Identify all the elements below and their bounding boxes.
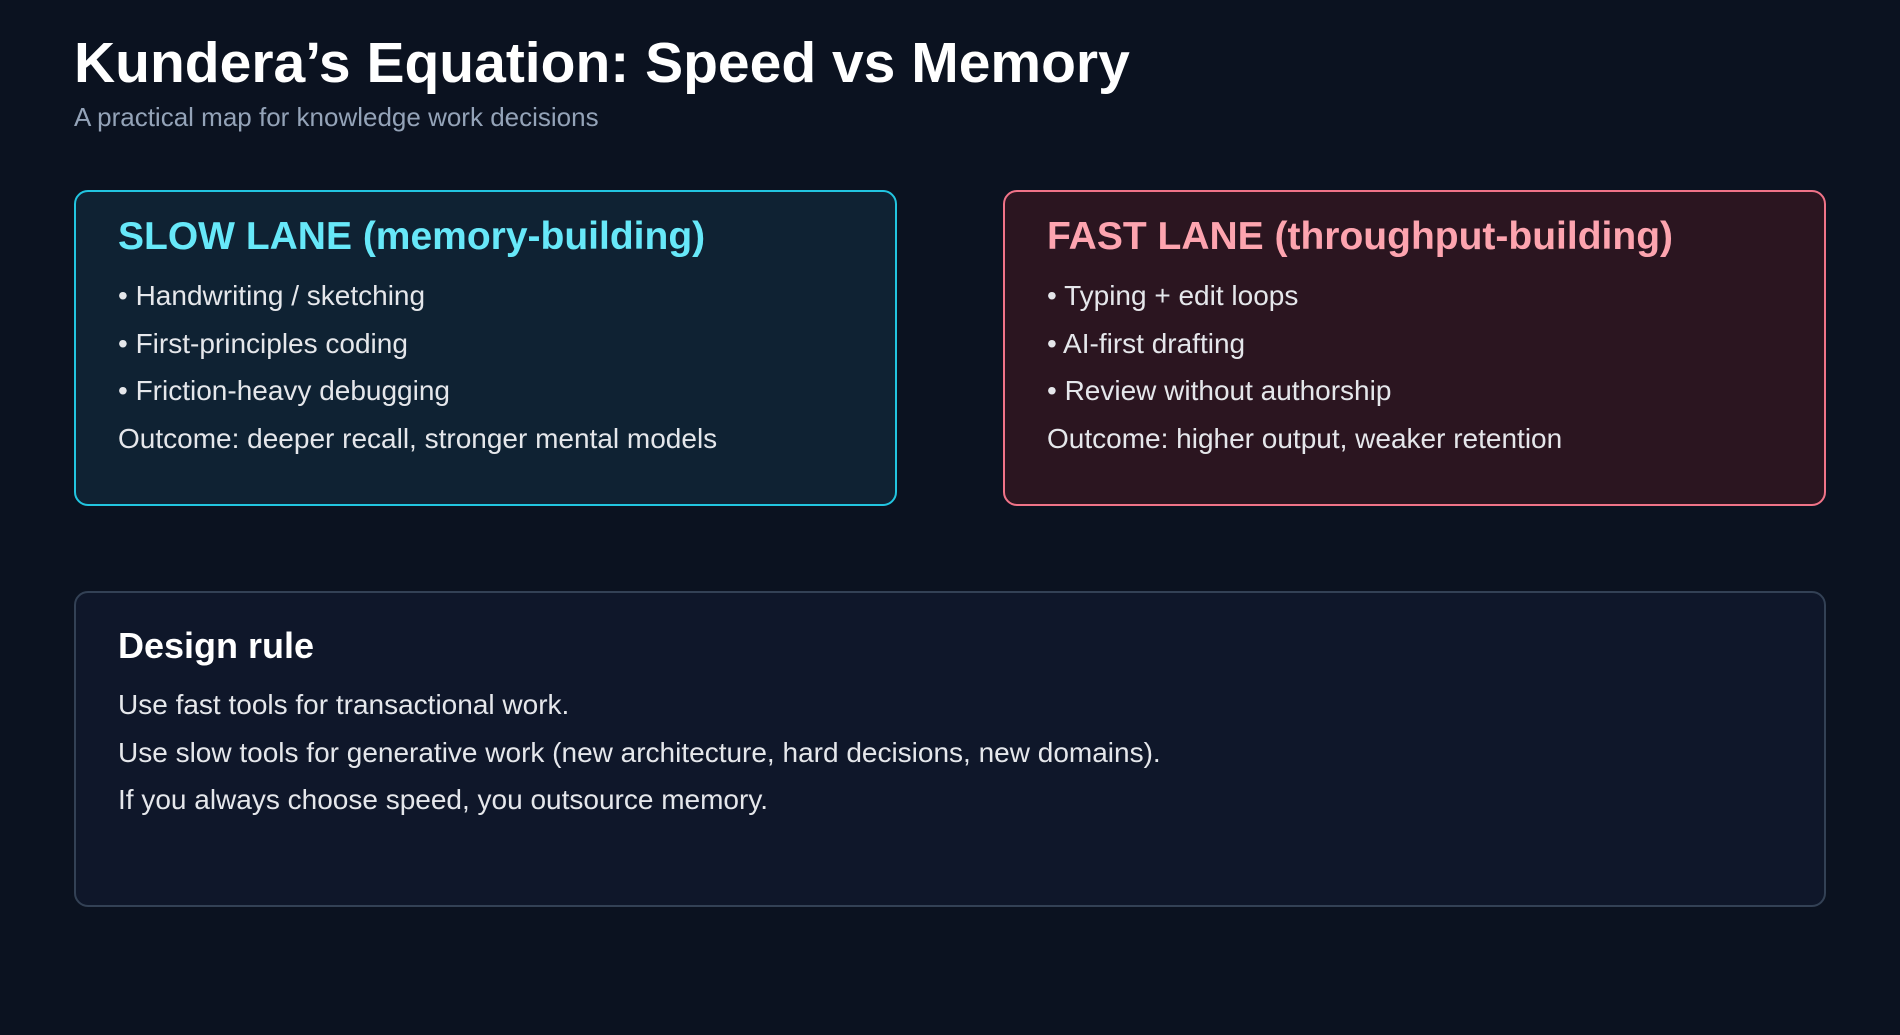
fast-lane-item: • Typing + edit loops — [1047, 280, 1299, 311]
fast-lane-heading: FAST LANE (throughput-building) — [1047, 215, 1673, 258]
fast-lane-outcome: Outcome: higher output, weaker retention — [1047, 422, 1563, 454]
design-rule-line: Use fast tools for transactional work. — [118, 689, 570, 720]
slow-lane-item: • Handwriting / sketching — [118, 280, 426, 311]
slow-lane-outcome: Outcome: deeper recall, stronger mental … — [118, 422, 718, 454]
fast-lane-item: • AI-first drafting — [1047, 327, 1246, 359]
page-subtitle: A practical map for knowledge work decis… — [74, 102, 599, 132]
design-rule-line: Use slow tools for generative work (new … — [118, 736, 1161, 768]
slow-lane-item: • Friction-heavy debugging — [118, 375, 450, 406]
fast-lane-card: FAST LANE (throughput-building) • Typing… — [1003, 190, 1826, 506]
design-rule-heading: Design rule — [118, 625, 315, 666]
page-title: Kundera’s Equation: Speed vs Memory — [74, 31, 1130, 95]
design-rule-card: Design rule Use fast tools for transacti… — [74, 591, 1826, 907]
slow-lane-item: • First-principles coding — [118, 327, 408, 359]
fast-lane-item: • Review without authorship — [1047, 375, 1392, 406]
design-rule-line: If you always choose speed, you outsourc… — [118, 784, 769, 815]
slow-lane-card: SLOW LANE (memory-building) • Handwritin… — [74, 190, 897, 506]
slow-lane-heading: SLOW LANE (memory-building) — [118, 215, 706, 258]
